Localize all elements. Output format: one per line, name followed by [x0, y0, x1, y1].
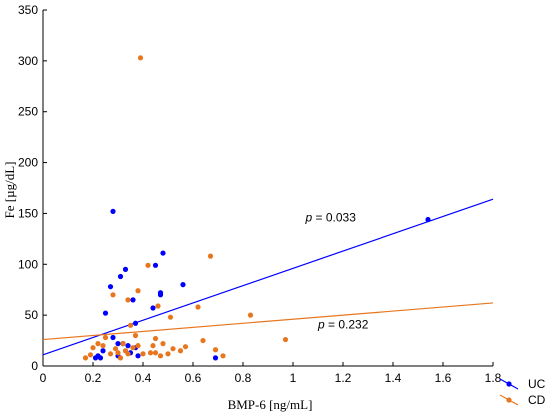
point-uc — [117, 273, 124, 280]
point-cd — [90, 345, 96, 351]
point-cd — [182, 344, 189, 350]
point-uc — [157, 292, 164, 298]
point-cd — [95, 341, 101, 347]
x-tick-label: 0 — [40, 371, 47, 385]
plot-area: 0 50 100 150 200 250 300 350 0 0.2 0.4 0.6 0.8 1 1.2 1.… — [18, 3, 502, 385]
point-uc — [97, 355, 104, 361]
point-cd — [120, 341, 126, 347]
point-uc — [135, 353, 141, 359]
p-symbol: p — [305, 211, 313, 225]
point-cd — [107, 351, 114, 357]
trend-line-uc — [42, 198, 494, 356]
point-uc — [122, 266, 129, 272]
point-cd — [110, 292, 116, 298]
x-tick-label: 0.2 — [85, 371, 102, 385]
point-uc — [132, 320, 139, 326]
x-tick-label: 0.6 — [185, 371, 202, 385]
point-uc — [160, 250, 166, 256]
point-cd — [150, 343, 156, 349]
point-cd — [157, 353, 164, 359]
point-cd — [130, 345, 136, 351]
point-uc — [180, 282, 186, 288]
y-tick-label: 100 — [18, 257, 38, 271]
point-uc — [125, 343, 131, 349]
point-uc — [107, 284, 114, 290]
y-tick-label: 350 — [18, 3, 38, 17]
point-cd — [137, 55, 144, 61]
x-tick-label: 1.6 — [435, 371, 452, 385]
point-uc — [102, 310, 109, 316]
point-cd — [247, 312, 254, 318]
point-cd — [140, 351, 146, 357]
point-cd — [170, 346, 176, 352]
point-cd — [177, 348, 184, 354]
x-tick-label: 0.8 — [235, 371, 252, 385]
point-cd — [135, 288, 141, 294]
point-uc — [152, 262, 159, 268]
legend-label-cd: CD — [528, 393, 546, 407]
x-axis-title: BMP-6 [ng/mL] — [228, 397, 313, 412]
point-cd — [117, 355, 124, 361]
x-tick-label: 1.8 — [485, 371, 502, 385]
point-cd — [102, 334, 109, 341]
legend-label-uc: UC — [528, 377, 546, 391]
trend-line-cd — [42, 302, 494, 341]
x-tick-label: 0.4 — [135, 371, 152, 385]
point-cd — [112, 346, 119, 352]
y-tick-label: 250 — [18, 105, 38, 119]
point-uc — [212, 355, 219, 361]
point-cd — [125, 297, 131, 303]
point-cd — [212, 347, 219, 353]
point-uc — [130, 297, 136, 303]
point-cd — [207, 253, 214, 259]
legend-swatch-marker-cd — [506, 397, 512, 403]
point-cd — [155, 303, 161, 309]
point-cd — [195, 304, 201, 310]
point-uc — [150, 305, 156, 311]
point-cd — [135, 343, 141, 349]
y-tick-label: 50 — [25, 308, 39, 322]
p-value-annotation: p = 0.232 — [317, 317, 369, 331]
point-uc — [110, 334, 116, 341]
legend-swatch-marker-uc — [506, 381, 512, 387]
point-cd — [167, 314, 174, 320]
point-cd — [152, 350, 159, 356]
point-cd — [147, 350, 154, 356]
point-uc — [100, 348, 106, 354]
p-value-annotation: p = 0.033 — [305, 211, 357, 225]
point-cd — [132, 332, 139, 339]
point-cd — [87, 352, 94, 358]
point-cd — [82, 355, 89, 361]
x-tick-label: 1 — [290, 371, 297, 385]
point-uc — [425, 216, 431, 223]
point-cd — [145, 262, 151, 268]
y-tick-label: 200 — [18, 156, 38, 170]
y-tick-label: 0 — [31, 359, 38, 373]
point-uc — [115, 341, 121, 347]
y-tick-label: 300 — [18, 54, 38, 68]
point-cd — [160, 341, 166, 347]
point-cd — [282, 336, 289, 343]
point-cd — [100, 343, 106, 349]
point-cd — [125, 351, 131, 357]
point-cd — [220, 353, 226, 359]
y-axis-title: Fe [µg/dL] — [2, 162, 17, 219]
p-symbol: p — [317, 317, 325, 331]
point-cd — [200, 337, 206, 344]
point-cd — [165, 351, 171, 357]
y-tick-label: 150 — [18, 206, 38, 220]
point-cd — [115, 350, 121, 356]
legend: UC CD — [499, 377, 546, 407]
p-value: = 0.232 — [325, 317, 369, 331]
x-tick-label: 1.4 — [385, 371, 402, 385]
point-cd — [152, 335, 159, 342]
p-value: = 0.033 — [312, 211, 356, 225]
x-tick-label: 1.2 — [335, 371, 352, 385]
point-cd — [127, 322, 134, 328]
point-uc — [110, 208, 116, 214]
